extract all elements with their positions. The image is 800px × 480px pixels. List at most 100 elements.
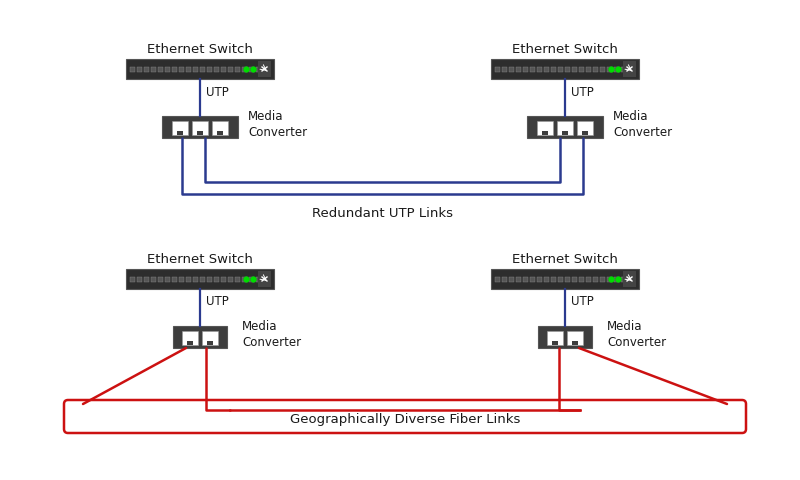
- Bar: [242, 67, 247, 72]
- Bar: [173, 326, 227, 348]
- Bar: [491, 60, 639, 80]
- Bar: [193, 277, 198, 282]
- Bar: [516, 67, 521, 72]
- Bar: [187, 341, 193, 345]
- Bar: [202, 331, 218, 345]
- Bar: [212, 122, 228, 136]
- Bar: [502, 277, 507, 282]
- Bar: [567, 331, 583, 345]
- Bar: [509, 67, 514, 72]
- Bar: [182, 331, 198, 345]
- Bar: [263, 277, 268, 282]
- Bar: [607, 277, 612, 282]
- Bar: [623, 62, 636, 78]
- Bar: [527, 117, 603, 139]
- Bar: [600, 277, 605, 282]
- Bar: [207, 67, 212, 72]
- Bar: [249, 277, 254, 282]
- Bar: [547, 331, 563, 345]
- Bar: [565, 67, 570, 72]
- Bar: [491, 269, 639, 289]
- Bar: [158, 277, 163, 282]
- Bar: [228, 277, 233, 282]
- Bar: [579, 277, 584, 282]
- Bar: [177, 132, 183, 136]
- Bar: [523, 277, 528, 282]
- Bar: [502, 67, 507, 72]
- Bar: [256, 277, 261, 282]
- Bar: [197, 132, 203, 136]
- Bar: [258, 271, 271, 288]
- Bar: [572, 277, 577, 282]
- Bar: [144, 277, 149, 282]
- Bar: [151, 67, 156, 72]
- Bar: [523, 67, 528, 72]
- Bar: [249, 67, 254, 72]
- Bar: [628, 277, 633, 282]
- Bar: [600, 67, 605, 72]
- Bar: [137, 67, 142, 72]
- Bar: [158, 67, 163, 72]
- Bar: [544, 67, 549, 72]
- Bar: [192, 122, 208, 136]
- Bar: [200, 67, 205, 72]
- Bar: [593, 67, 598, 72]
- Bar: [572, 341, 578, 345]
- Bar: [530, 277, 535, 282]
- Bar: [214, 277, 219, 282]
- Bar: [207, 341, 213, 345]
- Text: Media
Converter: Media Converter: [248, 110, 307, 139]
- Bar: [516, 277, 521, 282]
- Text: UTP: UTP: [206, 295, 229, 308]
- Bar: [586, 67, 591, 72]
- Bar: [263, 67, 268, 72]
- Bar: [495, 277, 500, 282]
- Bar: [558, 277, 563, 282]
- Bar: [509, 277, 514, 282]
- Bar: [586, 277, 591, 282]
- Bar: [537, 67, 542, 72]
- Bar: [207, 277, 212, 282]
- Bar: [614, 67, 619, 72]
- Bar: [186, 67, 191, 72]
- Bar: [235, 67, 240, 72]
- Bar: [582, 132, 588, 136]
- Bar: [179, 277, 184, 282]
- Bar: [137, 277, 142, 282]
- Bar: [235, 277, 240, 282]
- Bar: [258, 62, 271, 78]
- Bar: [130, 67, 135, 72]
- Bar: [165, 67, 170, 72]
- Bar: [565, 277, 570, 282]
- Bar: [558, 67, 563, 72]
- Bar: [577, 122, 593, 136]
- Text: UTP: UTP: [571, 295, 594, 308]
- Bar: [614, 277, 619, 282]
- Bar: [214, 67, 219, 72]
- Bar: [579, 67, 584, 72]
- Text: Ethernet Switch: Ethernet Switch: [147, 43, 253, 56]
- Text: UTP: UTP: [571, 85, 594, 98]
- Bar: [221, 277, 226, 282]
- Bar: [162, 117, 238, 139]
- Bar: [607, 67, 612, 72]
- Bar: [242, 277, 247, 282]
- Bar: [172, 67, 177, 72]
- Bar: [200, 277, 205, 282]
- Text: Media
Converter: Media Converter: [613, 110, 672, 139]
- Bar: [623, 271, 636, 288]
- Bar: [551, 67, 556, 72]
- Text: Ethernet Switch: Ethernet Switch: [512, 43, 618, 56]
- Bar: [621, 67, 626, 72]
- Bar: [172, 277, 177, 282]
- Bar: [530, 67, 535, 72]
- Bar: [186, 277, 191, 282]
- Bar: [126, 269, 274, 289]
- Bar: [621, 277, 626, 282]
- Bar: [130, 277, 135, 282]
- Bar: [552, 341, 558, 345]
- Bar: [544, 277, 549, 282]
- Bar: [228, 67, 233, 72]
- Bar: [537, 277, 542, 282]
- Bar: [557, 122, 573, 136]
